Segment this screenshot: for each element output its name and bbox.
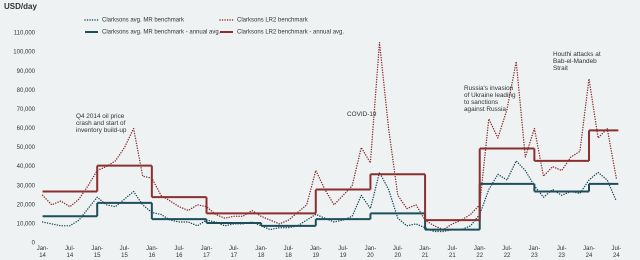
y-tick-label: 110,000: [14, 31, 36, 37]
x-tick-label: Jul-23: [556, 246, 567, 259]
x-tick-label: Jan-17: [200, 246, 213, 259]
x-tick-label: Jan-22: [473, 246, 486, 259]
x-tick-label: Jul-15: [119, 246, 130, 259]
y-tick-label: 30,000: [17, 183, 36, 189]
x-tick-label: Jul-18: [283, 246, 294, 259]
x-tick-label: Jul-17: [228, 246, 239, 259]
x-tick-label: Jan-15: [91, 246, 104, 259]
y-tick-label: 40,000: [17, 164, 36, 170]
x-tick-label: Jan-18: [255, 246, 267, 259]
x-tick-label: Jan-24: [583, 246, 595, 259]
x-tick-label: Jan-19: [309, 246, 322, 259]
legend-label: Clarksons LR2 benchmark - annual avg.: [237, 30, 344, 36]
y-tick-label: 80,000: [17, 88, 36, 94]
x-tick-label: Jul-22: [502, 246, 512, 259]
y-tick-label: 60,000: [17, 126, 36, 132]
y-tick-label: 70,000: [17, 107, 36, 113]
x-tick-label: Jul-24: [611, 246, 622, 259]
x-tick-label: Jan-14: [36, 246, 49, 259]
x-tick-label: Jan-20: [364, 246, 377, 259]
annotation: Russia's invasion of Ukraine leading to …: [464, 85, 516, 113]
x-tick-label: Jan-16: [146, 246, 158, 259]
y-tick-label: 90,000: [17, 69, 36, 75]
legend-label: Clarksons avg. MR benchmark: [102, 18, 185, 24]
x-tick-label: Jul-16: [174, 246, 184, 259]
annotation: COVID-19: [347, 111, 377, 118]
y-axis-title: USD/day: [4, 2, 37, 11]
benchmark-line: [41, 41, 617, 231]
x-tick-label: Jan-23: [528, 246, 541, 259]
y-tick-label: 20,000: [17, 202, 36, 208]
x-tick-label: Jul-14: [65, 246, 75, 259]
annotation: Houthi attacks at Bab-el-Mandeb Strait: [553, 51, 601, 72]
benchmark-line: [41, 160, 617, 233]
legend-label: Clarksons LR2 benchmark: [237, 18, 309, 24]
y-tick-label: 100,000: [13, 50, 35, 56]
x-tick-label: Jul-19: [338, 246, 348, 259]
y-tick-label: 10,000: [17, 221, 36, 227]
x-tick-label: Jul-21: [447, 246, 458, 259]
x-tick-label: Jul-20: [392, 246, 403, 259]
y-tick-label: 0: [32, 241, 36, 247]
x-tick-label: Jan-21: [419, 246, 431, 259]
legend-label: Clarksons avg. MR benchmark - annual avg…: [102, 30, 221, 36]
annotation: Q4 2014 oil price crash and start of inv…: [76, 113, 127, 134]
y-tick-label: 50,000: [17, 145, 36, 151]
